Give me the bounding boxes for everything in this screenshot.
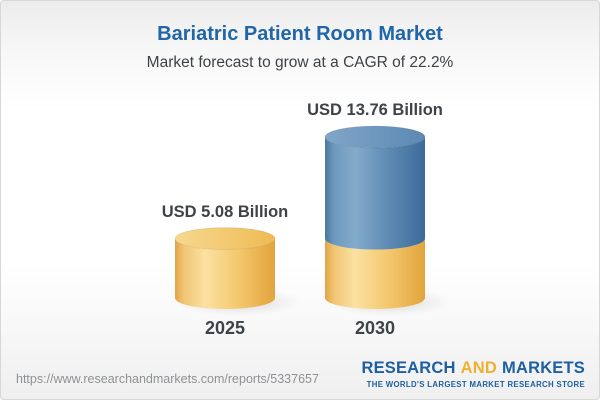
research-and-markets-logo: RESEARCH AND MARKETS THE WORLD'S LARGEST…	[361, 359, 585, 389]
cylinder-top-cap	[324, 125, 426, 149]
bar-value-label-2025: USD 5.08 Billion	[161, 202, 289, 221]
logo-word-and: AND	[460, 359, 498, 377]
bar-category-label-2030: 2030	[354, 318, 396, 338]
cylinder-segment-gold	[175, 238, 275, 309]
page-title: Bariatric Patient Room Market	[157, 23, 443, 45]
cylinder-segment-blue	[325, 137, 425, 250]
logo-word-markets: MARKETS	[502, 359, 585, 377]
bar-category-label-2025: 2025	[204, 318, 246, 338]
logo-tagline: THE WORLD'S LARGEST MARKET RESEARCH STOR…	[366, 380, 585, 389]
cylinder-top-cap	[174, 227, 276, 251]
logo-word-research: RESEARCH	[361, 359, 456, 377]
source-url: https://www.researchandmarkets.com/repor…	[16, 372, 319, 386]
bar-value-label-2030: USD 13.76 Billion	[307, 101, 443, 119]
cylinder-segment-gold	[325, 238, 425, 309]
page-subtitle: Market forecast to grow at a CAGR of 22.…	[146, 54, 454, 71]
logo-wordmark: RESEARCH AND MARKETS	[361, 359, 585, 378]
